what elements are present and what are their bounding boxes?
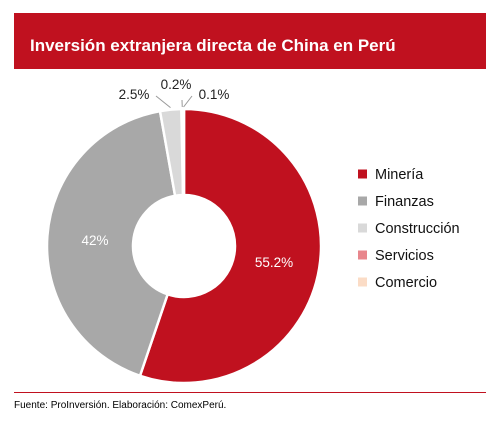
chart-title: Inversión extranjera directa de China en… [30,36,396,55]
legend-label-comercio: Comercio [375,275,437,291]
leader-line-construccion [155,95,171,109]
legend-label-finanzas: Finanzas [375,194,434,210]
source-note: Fuente: ProInversión. Elaboración: Comex… [14,400,227,411]
legend-swatch-finanzas [358,196,367,206]
value-label-servicios: 0.2% [161,77,192,92]
pie-slice-finanzas [45,109,177,378]
legend-label-servicios: Servicios [375,248,434,264]
value-label-comercio: 0.1% [199,87,230,102]
legend-swatch-mineria [358,169,367,179]
pie-slice-mineria [138,107,323,385]
legend: Minería Finanzas Construcción Servicios Come… [358,167,460,291]
legend-swatch-servicios [358,250,367,260]
value-label-finanzas: 42% [81,233,108,248]
footer-divider [14,392,486,393]
pie-slice-comercio [181,107,186,197]
value-labels: 55.2% 42% 2.5% 0.2% 0.1% [81,77,293,270]
legend-swatch-comercio [358,277,367,287]
legend-label-mineria: Minería [375,167,424,183]
leader-line-comercio [183,95,193,108]
pie-slices [45,107,323,385]
value-label-mineria: 55.2% [255,255,293,270]
legend-label-construccion: Construcción [375,221,460,237]
title-bar [14,13,486,69]
value-label-construccion: 2.5% [119,87,150,102]
legend-swatch-construccion [358,223,367,233]
